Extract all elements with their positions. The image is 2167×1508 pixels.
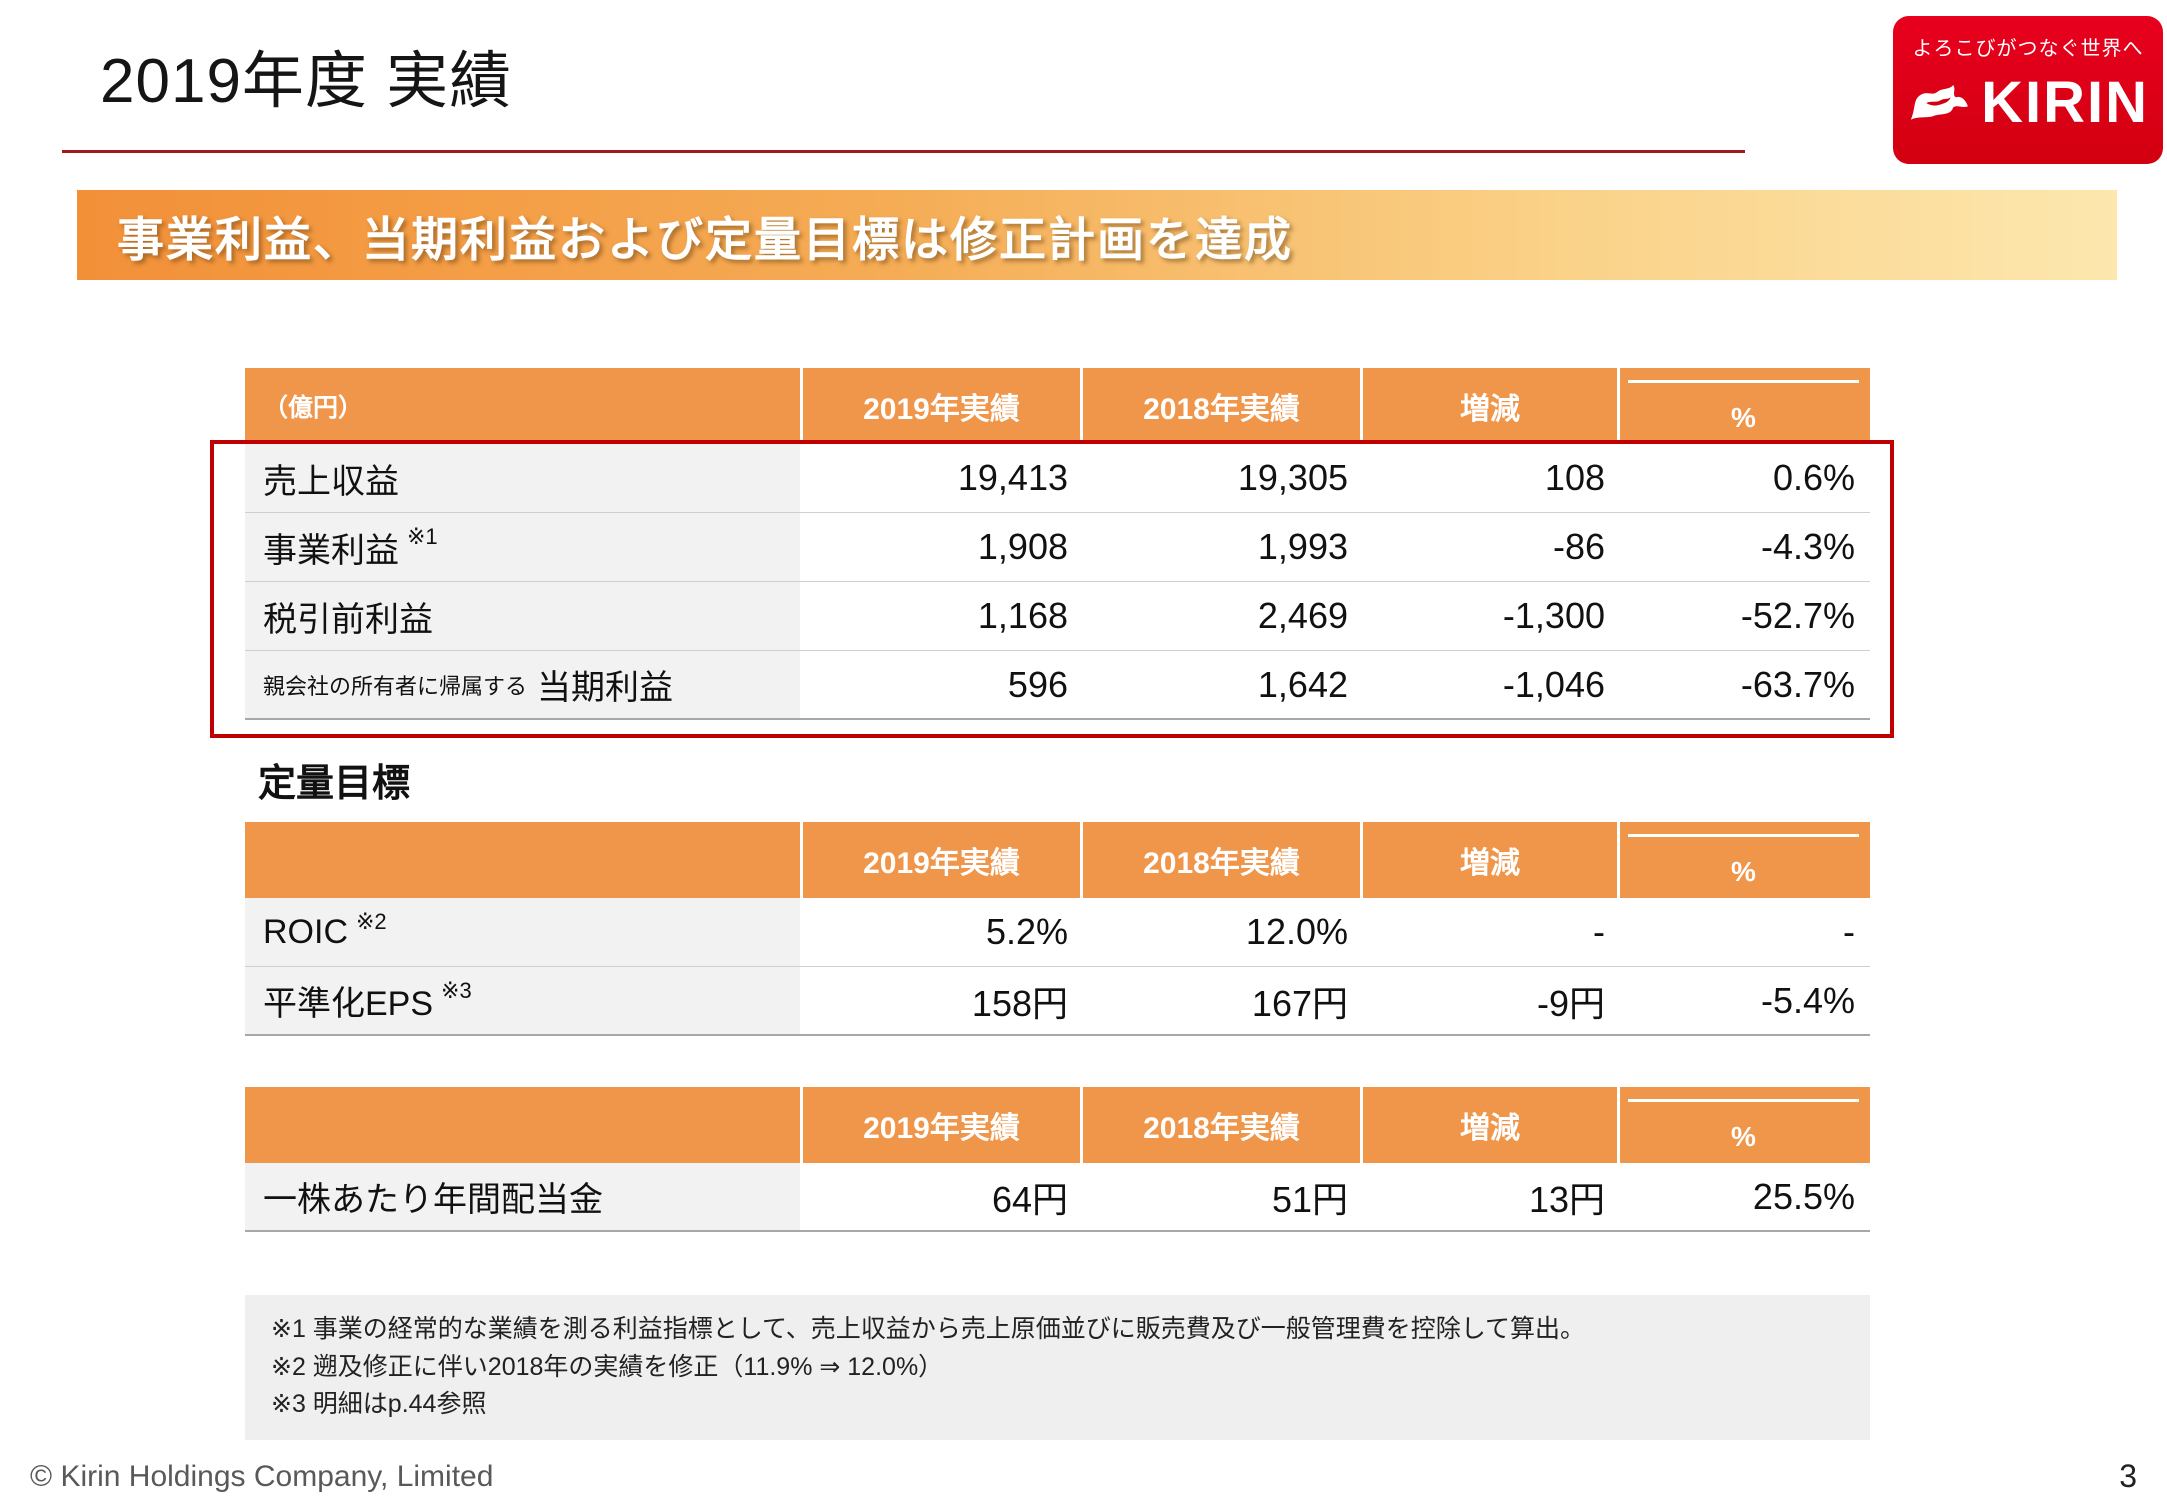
quantitative-targets-header: 2019年実績 2018年実績 増減 %: [245, 822, 1870, 898]
footnotes-box: ※1 事業の経常的な業績を測る利益指標として、売上収益から売上原価並びに販売費及…: [245, 1295, 1870, 1440]
cell-percent: -5.4%: [1760, 979, 1855, 1021]
copyright-text: © Kirin Holdings Company, Limited: [30, 1460, 494, 1493]
column-header-2019: 2019年実績: [800, 822, 1080, 898]
percent-header-label: %: [1731, 1121, 1756, 1152]
percent-header-label: %: [1731, 402, 1756, 433]
column-header-2018: 2018年実績: [1080, 1087, 1360, 1163]
row-label-text: 事業利益: [263, 531, 399, 570]
unit-label: （億円）: [263, 394, 364, 422]
footnote-ref-1: ※1: [407, 524, 438, 549]
results-table: （億円） 2019年実績 2018年実績 増減 % 売上収益 19,413 19…: [245, 368, 1870, 720]
cell-percent: -52.7%: [1740, 595, 1855, 636]
table-row-net-profit: 親会社の所有者に帰属する 当期利益 596 1,642 -1,046 -63.7…: [245, 651, 1870, 720]
results-table-header: （億円） 2019年実績 2018年実績 増減 %: [245, 368, 1870, 444]
percent-header-divider: [1628, 380, 1859, 383]
cell-2019: 158円: [971, 982, 1068, 1024]
cell-2018: 19,305: [1237, 457, 1348, 498]
row-label: 平準化EPS ※3: [245, 967, 800, 1034]
footnote-ref-3: ※3: [441, 977, 472, 1003]
row-label-text: ROIC: [263, 912, 348, 951]
column-header-2019: 2019年実績: [800, 368, 1080, 444]
cell-percent: -: [1843, 911, 1855, 952]
cell-change: -1,046: [1502, 663, 1605, 705]
row-label-text: 売上収益: [263, 462, 399, 501]
column-header-change: 増減: [1360, 1087, 1617, 1163]
row-label: 売上収益: [245, 444, 800, 512]
cell-change: -1,300: [1502, 595, 1605, 636]
column-header-percent: %: [1617, 1087, 1867, 1163]
footnote-ref-2: ※2: [356, 909, 387, 934]
cell-percent: 0.6%: [1772, 457, 1855, 498]
column-header-percent: %: [1617, 368, 1867, 444]
cell-2018: 167円: [1251, 982, 1348, 1024]
cell-change: 108: [1544, 457, 1605, 498]
column-header-2018: 2018年実績: [1080, 822, 1360, 898]
cell-percent: 25.5%: [1752, 1175, 1855, 1217]
table-row-pretax-profit: 税引前利益 1,168 2,469 -1,300 -52.7%: [245, 582, 1870, 651]
cell-change: 13円: [1528, 1178, 1605, 1220]
cell-2019: 5.2%: [985, 911, 1068, 952]
cell-2018: 1,642: [1257, 663, 1348, 705]
logo-tagline: よろこびがつなぐ世界へ: [1912, 38, 2144, 60]
cell-percent: -4.3%: [1760, 526, 1855, 567]
kirin-horse-icon: [1910, 84, 1968, 120]
cell-percent: -63.7%: [1740, 663, 1855, 705]
cell-2018: 2,469: [1257, 595, 1348, 636]
cell-2019: 1,908: [977, 526, 1068, 567]
column-header-2019: 2019年実績: [800, 1087, 1080, 1163]
logo-row: KIRIN: [1907, 69, 2149, 136]
cell-2018: 51円: [1271, 1178, 1348, 1220]
footnote-1: ※1 事業の経常的な業績を測る利益指標として、売上収益から売上原価並びに販売費及…: [271, 1315, 1586, 1343]
column-header-change: 増減: [1360, 368, 1617, 444]
row-label-text: 一株あたり年間配当金: [263, 1181, 603, 1219]
cell-change: -: [1593, 911, 1605, 952]
percent-header-label: %: [1731, 856, 1756, 887]
table-row-dividend: 一株あたり年間配当金 64円 51円 13円 25.5%: [245, 1163, 1870, 1232]
page-title: 2019年度 実績: [100, 47, 513, 116]
quantitative-targets-table: 2019年実績 2018年実績 増減 % ROIC ※2 5.2% 12.0% …: [245, 822, 1870, 1036]
row-label: 事業利益 ※1: [245, 513, 800, 581]
cell-change: -86: [1552, 526, 1605, 567]
row-label-text: 当期利益: [537, 669, 674, 707]
cell-2019: 1,168: [977, 595, 1068, 636]
headline-text: 事業利益、当期利益および定量目標は修正計画を達成: [117, 212, 1293, 266]
cell-2018: 1,993: [1257, 526, 1348, 567]
footnote-2: ※2 遡及修正に伴い2018年の実績を修正（11.9% ⇒ 12.0%）: [271, 1352, 944, 1381]
dividend-table-header: 2019年実績 2018年実績 増減 %: [245, 1087, 1870, 1163]
logo-brand-wordmark: KIRIN: [1981, 70, 2149, 135]
title-underline: [62, 150, 1745, 153]
column-header-2018: 2018年実績: [1080, 368, 1360, 444]
column-header-percent: %: [1617, 822, 1867, 898]
row-label-text: 税引前利益: [263, 600, 433, 639]
table-row-normalized-eps: 平準化EPS ※3 158円 167円 -9円 -5.4%: [245, 967, 1870, 1036]
row-label: 一株あたり年間配当金: [245, 1163, 800, 1230]
row-label-prefix: 親会社の所有者に帰属する: [263, 673, 528, 699]
percent-header-divider: [1628, 1099, 1859, 1102]
empty-header-cell: [245, 822, 800, 898]
table-row-revenue: 売上収益 19,413 19,305 108 0.6%: [245, 444, 1870, 513]
dividend-table: 2019年実績 2018年実績 増減 % 一株あたり年間配当金 64円 51円 …: [245, 1087, 1870, 1232]
empty-header-cell: [245, 1087, 800, 1163]
table-row-operating-profit: 事業利益 ※1 1,908 1,993 -86 -4.3%: [245, 513, 1870, 582]
percent-header-divider: [1628, 834, 1859, 837]
row-label: ROIC ※2: [245, 898, 800, 966]
column-header-change: 増減: [1360, 822, 1617, 898]
headline-banner: 事業利益、当期利益および定量目標は修正計画を達成: [77, 190, 2117, 280]
cell-change: -9円: [1536, 982, 1605, 1024]
section-title-quantitative-targets: 定量目標: [258, 763, 411, 805]
page-number: 3: [2119, 1458, 2137, 1494]
cell-2019: 64円: [991, 1178, 1068, 1220]
cell-2019: 19,413: [957, 457, 1068, 498]
row-label: 親会社の所有者に帰属する 当期利益: [245, 651, 800, 718]
row-label: 税引前利益: [245, 582, 800, 650]
footnote-3: ※3 明細はp.44参照: [271, 1390, 487, 1418]
kirin-logo: よろこびがつなぐ世界へ KIRIN: [1893, 16, 2163, 164]
cell-2018: 12.0%: [1245, 911, 1348, 952]
row-label-text: 平準化EPS: [263, 985, 434, 1023]
table-row-roic: ROIC ※2 5.2% 12.0% - -: [245, 898, 1870, 967]
cell-2019: 596: [1007, 663, 1068, 705]
